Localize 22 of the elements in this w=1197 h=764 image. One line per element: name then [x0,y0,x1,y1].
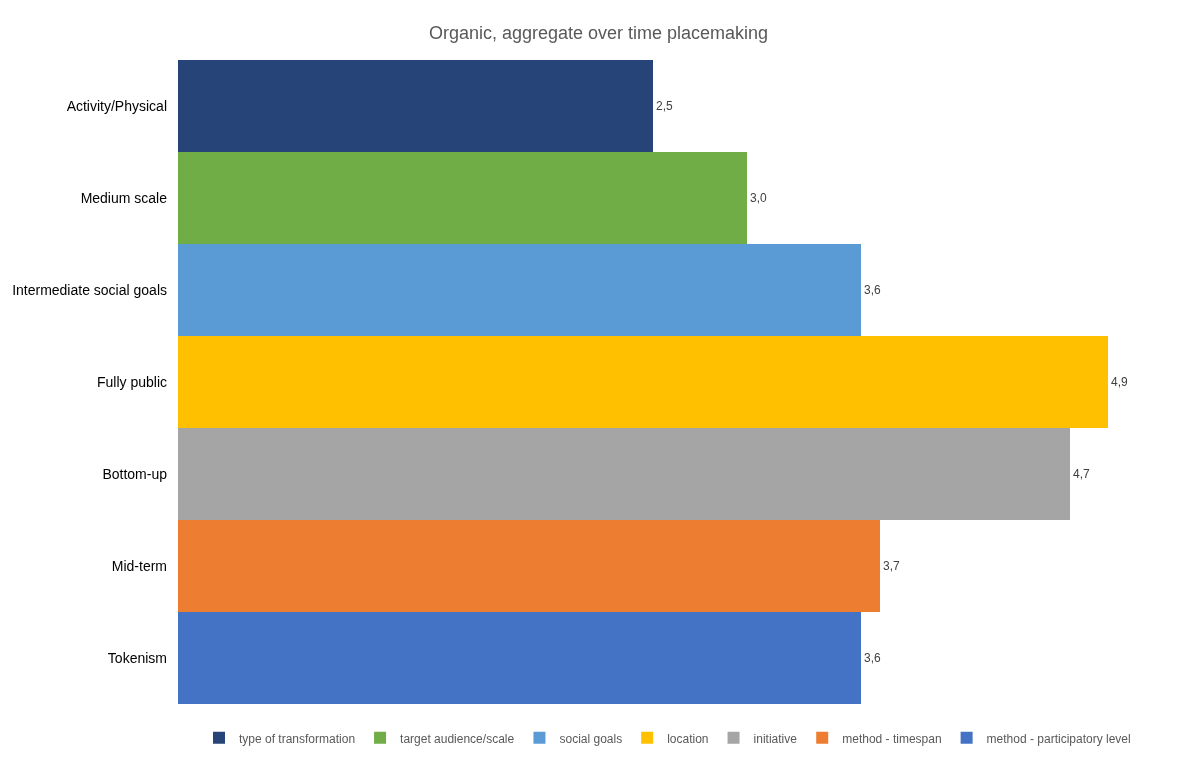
legend-label: location [667,731,709,746]
data-label: 3,7 [883,559,901,573]
chart-title: Organic, aggregate over time placemaking [428,23,769,44]
y-tick-label: Intermediate social goals [12,281,167,298]
y-tick-label: Bottom-up [102,465,168,482]
data-label: 4,9 [1111,375,1129,389]
data-label: 3,0 [750,191,768,205]
legend-label: method - participatory level [986,731,1131,746]
data-label: 3,6 [864,283,882,297]
legend-label: social goals [559,731,623,746]
data-label: 2,5 [656,99,674,113]
y-tick-label: Fully public [96,373,167,390]
legend-label: type of transformation [239,731,356,746]
y-tick-label: Medium scale [80,189,168,206]
y-tick-label: Mid-term [111,557,167,574]
legend-label: method - timespan [842,731,942,746]
legend-label: initiative [753,731,798,746]
y-tick-label: Activity/Physical [66,97,167,114]
data-label: 3,6 [864,651,882,665]
data-label: 4,7 [1073,467,1091,481]
legend-label: target audience/scale [400,731,515,746]
y-tick-label: Tokenism [107,649,167,666]
